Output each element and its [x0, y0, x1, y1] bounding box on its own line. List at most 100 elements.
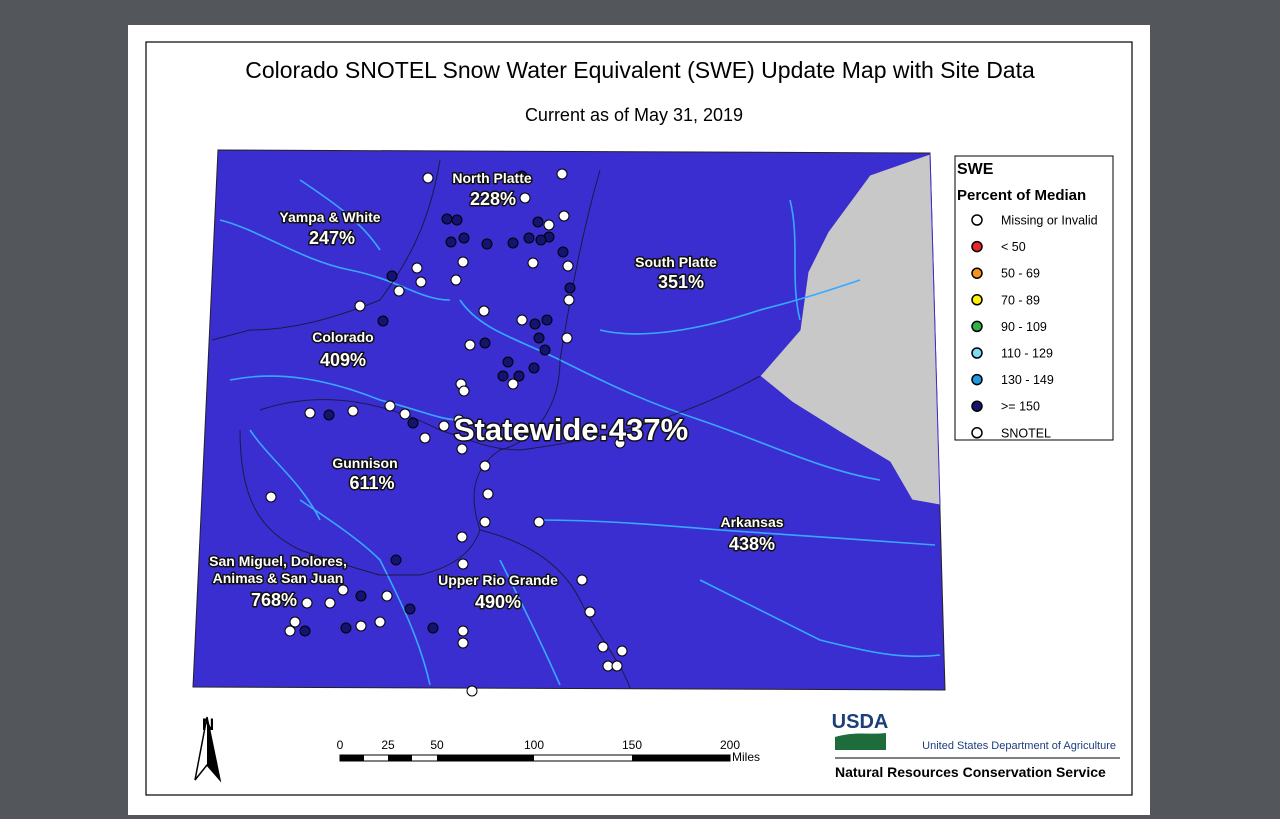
- snotel-site: [404, 603, 416, 615]
- snotel-site: [457, 637, 469, 649]
- title: Colorado SNOTEL Snow Water Equivalent (S…: [245, 57, 1035, 83]
- snotel-site: [355, 590, 367, 602]
- snotel-site: [532, 216, 544, 228]
- basin-name: South Platte: [635, 254, 717, 270]
- legend-swatch: [971, 373, 983, 386]
- basin-percent: 768%: [251, 590, 297, 610]
- snotel-site: [374, 616, 386, 628]
- snotel-site: [528, 362, 540, 374]
- snotel-site: [451, 214, 463, 226]
- snotel-site: [481, 238, 493, 250]
- snotel-site: [563, 294, 575, 306]
- basin-percent: 409%: [320, 350, 366, 370]
- snotel-site: [539, 344, 551, 356]
- snotel-site: [299, 625, 311, 637]
- legend-label: 110 - 129: [1001, 347, 1053, 361]
- snotel-site: [458, 385, 470, 397]
- scale-tick-label: 150: [622, 738, 642, 752]
- snotel-site: [479, 337, 491, 349]
- scale-tick-label: 25: [381, 738, 395, 752]
- snotel-site: [541, 314, 553, 326]
- scale-tick-label: 0: [337, 738, 344, 752]
- snotel-site: [527, 257, 539, 269]
- snotel-site: [384, 400, 396, 412]
- snotel-site: [516, 314, 528, 326]
- snotel-site: [557, 246, 569, 258]
- snotel-site: [355, 620, 367, 632]
- snotel-site: [340, 622, 352, 634]
- snotel-site: [561, 332, 573, 344]
- usda-logo: USDA: [832, 711, 889, 733]
- snotel-site: [558, 210, 570, 222]
- legend-swatch: [971, 267, 983, 279]
- north-arrow-fill: [207, 717, 220, 780]
- snotel-site: [324, 597, 336, 609]
- snotel-site: [543, 219, 555, 231]
- snotel-site: [304, 407, 316, 419]
- snotel-site: [337, 584, 349, 596]
- out-of-state-basin: [759, 153, 941, 506]
- snotel-site: [513, 370, 525, 382]
- snotel-site: [519, 192, 531, 204]
- legend-label: 50 - 69: [1001, 267, 1040, 281]
- basin-percent: 438%: [729, 534, 775, 554]
- legend-label: < 50: [1001, 240, 1026, 254]
- basin-name: Upper Rio Grande: [438, 572, 558, 588]
- snotel-site: [407, 417, 419, 429]
- snotel-site: [597, 641, 609, 653]
- basin-percent: 351%: [658, 272, 704, 292]
- snotel-site: [265, 491, 277, 503]
- snotel-site: [381, 590, 393, 602]
- rivers: [219, 179, 941, 686]
- snotel-site: [458, 232, 470, 244]
- north-label: N: [202, 715, 214, 734]
- snotel-site: [457, 558, 469, 570]
- frame: [145, 41, 1133, 796]
- basin-name: Gunnison: [332, 455, 397, 471]
- legend-swatch: [971, 240, 983, 253]
- snotel-site: [535, 234, 547, 246]
- snotel-site: [611, 660, 623, 672]
- basin-name: North Platte: [452, 170, 532, 186]
- legend-label: 90 - 109: [1001, 320, 1047, 334]
- snotel-site: [529, 318, 541, 330]
- snotel-site: [523, 232, 535, 244]
- snotel-site: [466, 685, 478, 697]
- snotel-site: [289, 616, 301, 628]
- snotel-site: [507, 378, 519, 390]
- snotel-site: [533, 332, 545, 344]
- basin-percent: 247%: [309, 228, 355, 248]
- subtitle: Current as of May 31, 2019: [525, 105, 743, 125]
- snotel-site: [386, 270, 398, 282]
- legend-subtitle: Percent of Median: [957, 187, 1086, 204]
- snotel-site: [456, 443, 468, 455]
- legend-swatch: [971, 294, 983, 306]
- snotel-site: [354, 300, 366, 312]
- scale-tick-label: 50: [430, 738, 444, 752]
- snotel-site: [323, 409, 335, 421]
- scale-tick-label: 100: [524, 738, 544, 752]
- legend-swatch: [971, 400, 983, 412]
- snotel-site: [422, 172, 434, 184]
- snotel-site: [399, 408, 411, 420]
- snotel-site: [390, 554, 402, 566]
- basin-name: Animas & San Juan: [213, 570, 344, 586]
- snotel-site: [584, 606, 596, 618]
- snotel-site: [377, 315, 389, 327]
- snotel-site: [427, 622, 439, 634]
- snotel-site: [457, 625, 469, 637]
- snotel-site: [301, 597, 313, 609]
- statewide: Statewide:437%: [454, 412, 688, 447]
- snotel-site: [482, 488, 494, 500]
- snotel-site: [562, 260, 574, 272]
- agency: Natural Resources Conservation Service: [835, 764, 1106, 780]
- basin-name: Yampa & White: [279, 209, 380, 225]
- snotel-site: [456, 531, 468, 543]
- snotel-site: [479, 516, 491, 528]
- basin-percent: 611%: [349, 473, 394, 493]
- legend-swatch: [971, 214, 983, 226]
- scale-bar: [339, 754, 731, 762]
- snotel-site: [502, 356, 514, 368]
